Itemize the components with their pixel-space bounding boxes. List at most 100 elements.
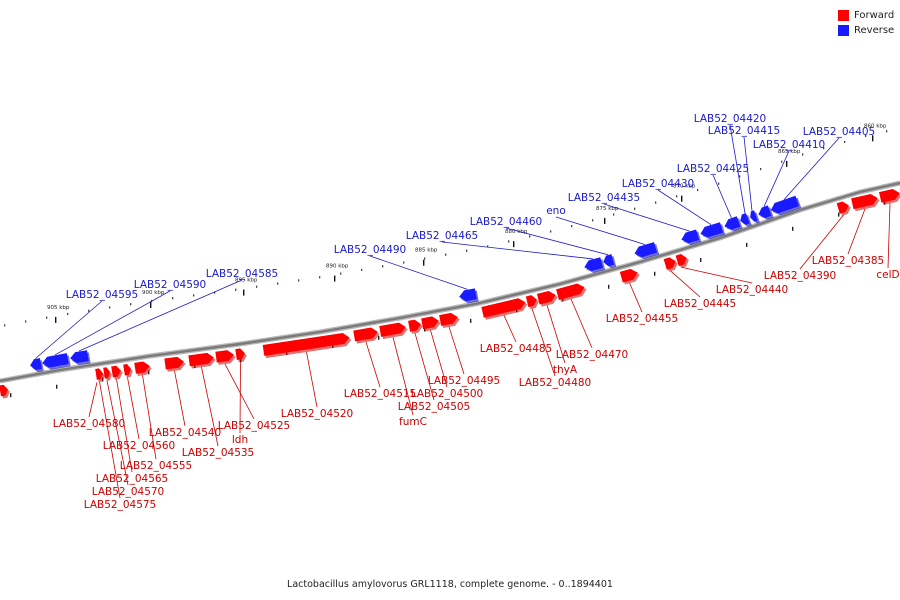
gene-body <box>439 312 458 326</box>
ruler-dot <box>781 160 783 163</box>
gene-label-lab52-04555: LAB52_04555 <box>120 460 193 472</box>
ruler-dot <box>760 168 762 171</box>
gene-lab52-04575 <box>95 368 105 383</box>
gene-label-lab52-04500: LAB52_04500 <box>411 388 484 400</box>
inner-scale-mark <box>838 212 840 217</box>
gene-label-lab52-04420: LAB52_04420 <box>694 113 767 125</box>
ruler-tick-900-kbp <box>150 302 152 308</box>
gene-body <box>619 268 638 283</box>
leader-lab52-04505 <box>414 333 435 401</box>
ruler-dot <box>235 288 237 291</box>
ruler-dot <box>613 213 615 216</box>
leader-ldh <box>239 361 241 434</box>
ruler-tick-label-870-kbp: 870 kbp <box>673 184 696 190</box>
ruler-dot <box>67 312 69 316</box>
ruler-tick-label-860-kbp: 860 kbp <box>864 123 887 129</box>
leader-lab52-04500 <box>430 330 448 388</box>
gene-label-lab52-04505: LAB52_04505 <box>398 401 471 413</box>
ruler-dot <box>823 147 825 150</box>
gene-label-lab52-04570: LAB52_04570 <box>92 486 165 498</box>
leader-lab52-04580 <box>88 382 98 418</box>
ruler-dot <box>466 249 468 252</box>
inner-scale-mark <box>424 327 426 332</box>
gene-label-thya: thyA <box>553 364 578 376</box>
gene-lab52-04470 <box>556 283 587 303</box>
leader-thya <box>546 304 566 364</box>
leader-lab52-04485 <box>503 315 517 343</box>
gene-lab52-04425 <box>724 216 743 232</box>
gene-body <box>379 322 406 337</box>
ruler-dot <box>298 279 300 282</box>
inner-scale-mark <box>470 318 472 323</box>
gene-lab52-04535 <box>188 352 216 369</box>
leader-lab52-04490 <box>369 255 468 290</box>
gene-lab52-04445 <box>663 257 678 272</box>
gene-lab52-04595 <box>30 358 44 373</box>
ruler-tick-label-875-kbp: 875 kbp <box>596 206 619 212</box>
gene-label-lab52-04455: LAB52_04455 <box>606 313 679 325</box>
leader-fumc <box>392 337 414 416</box>
legend-reverse: Reverse <box>838 23 894 38</box>
gene-lab52-04565 <box>111 365 123 380</box>
ruler-dot <box>508 240 510 243</box>
ruler-tick-label-885-kbp: 885 kbp <box>415 248 438 254</box>
leader-lab52-04515 <box>365 341 381 388</box>
inner-scale-mark <box>608 284 610 289</box>
ruler-tick-label-905-kbp: 905 kbp <box>47 305 70 311</box>
leader-lab52-04425 <box>712 174 732 219</box>
ruler-dot <box>802 153 804 156</box>
gene-lab52-04435 <box>681 229 702 246</box>
ruler-dot <box>193 294 195 297</box>
ruler-dot <box>4 324 6 327</box>
ruler-tick-870-kbp <box>681 195 683 202</box>
gene-label-celd: celD <box>876 269 899 281</box>
gene-label-ldh: ldh <box>232 434 248 446</box>
gene-label-fumc: fumC <box>399 416 427 428</box>
legend: Forward Reverse <box>838 8 894 38</box>
gene-label-lab52-04595: LAB52_04595 <box>66 289 139 301</box>
gene-body <box>215 350 234 363</box>
ruler-dot <box>214 291 216 294</box>
leader-lab52-04470 <box>570 298 593 349</box>
gene-label-lab52-04495: LAB52_04495 <box>428 375 501 387</box>
gene-eno <box>634 242 660 260</box>
gene-ldh <box>235 348 247 363</box>
gene-lab52-04410 <box>758 205 774 220</box>
gene-body <box>851 193 878 210</box>
ruler-dot <box>25 320 27 323</box>
leader-lab52-04565 <box>116 379 133 473</box>
ruler-dot <box>844 140 846 143</box>
gene-lab52-04480 <box>525 295 539 310</box>
inner-scale-mark <box>654 271 656 276</box>
ruler-dot <box>361 268 363 272</box>
gene-body <box>111 365 121 378</box>
ruler-dot <box>403 261 405 264</box>
gene-lab52-04525 <box>215 350 236 365</box>
gene-label-lab52-04490: LAB52_04490 <box>334 244 407 256</box>
gene-body <box>584 257 604 272</box>
gene-body <box>879 189 900 203</box>
ruler-tick-905-kbp <box>55 316 57 323</box>
leader-lab52-04445 <box>670 270 701 298</box>
gene-lab52-04585 <box>70 350 91 366</box>
gene-lab52-04455 <box>619 268 640 285</box>
gene-lab52-04540 <box>164 356 186 372</box>
ruler-dot <box>550 230 552 233</box>
gene-label-lab52-04565: LAB52_04565 <box>96 473 169 485</box>
ruler-dot <box>571 224 573 228</box>
ruler-dot <box>445 253 447 256</box>
gene-lab52-04440 <box>675 253 689 269</box>
gene-lab52-04405 <box>770 195 802 216</box>
gene-label-lab52-04410: LAB52_04410 <box>753 139 826 151</box>
gene-label-lab52-04405: LAB52_04405 <box>803 126 876 138</box>
gene-label-lab52-04485: LAB52_04485 <box>480 343 553 355</box>
gene-lab52-04490 <box>459 288 479 304</box>
forward-swatch <box>838 10 849 21</box>
ruler-dot <box>172 297 174 300</box>
gene-body <box>95 368 103 380</box>
leader-lab52-04465 <box>441 241 594 260</box>
leader-lab52-04575 <box>99 381 121 499</box>
gene-lab52-04520 <box>262 333 352 359</box>
ruler-dot <box>424 257 426 260</box>
ruler-tick-890-kbp <box>334 275 336 282</box>
